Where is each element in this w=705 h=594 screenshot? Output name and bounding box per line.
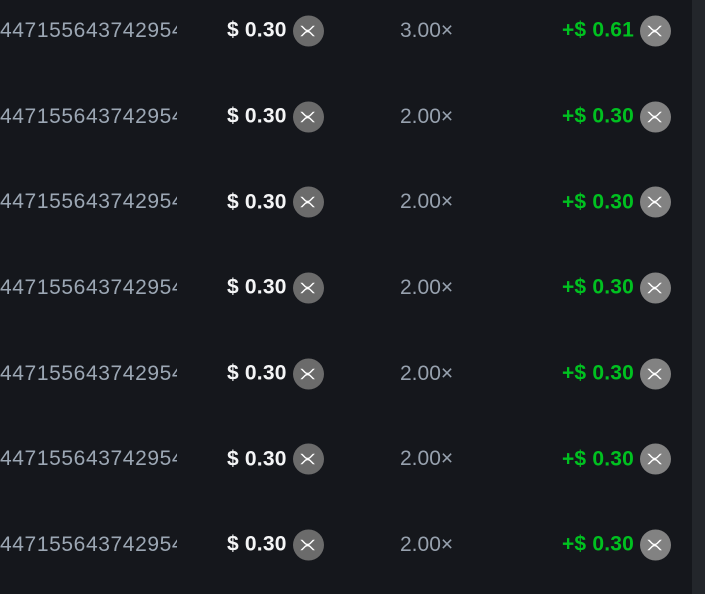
game-id: 447155643742954 <box>0 18 177 42</box>
multiplier: 2.00× <box>400 190 454 214</box>
game-id: 447155643742954 <box>0 532 177 556</box>
bet-history-row[interactable]: 447155643742954 $ 0.30 2.00× +$ 0.30 <box>0 331 705 417</box>
multiplier: 2.00× <box>400 447 454 471</box>
xrp-icon <box>292 529 324 561</box>
bet-history-row[interactable]: 447155643742954 $ 0.30 3.00× +$ 0.61 <box>0 0 705 74</box>
bet-amount-cell: $ 0.30 <box>227 15 324 47</box>
payout-amount: +$ 0.30 <box>561 361 634 385</box>
payout-cell: +$ 0.30 <box>561 358 671 390</box>
scrollbar-track[interactable] <box>692 0 705 594</box>
bet-history-row[interactable]: 447155643742954 $ 0.30 2.00× +$ 0.30 <box>0 502 705 588</box>
payout-amount: +$ 0.30 <box>561 275 634 299</box>
xrp-icon <box>292 358 324 390</box>
bet-history-row[interactable]: 447155643742954 $ 0.30 2.00× +$ 0.30 <box>0 159 705 245</box>
bet-amount: $ 0.30 <box>227 532 287 556</box>
bet-amount-cell: $ 0.30 <box>227 272 324 304</box>
bet-amount-cell: $ 0.30 <box>227 186 324 218</box>
xrp-icon <box>640 15 671 47</box>
payout-cell: +$ 0.30 <box>561 529 671 561</box>
payout-amount: +$ 0.30 <box>561 447 634 471</box>
bet-amount: $ 0.30 <box>227 275 287 299</box>
payout-cell: +$ 0.30 <box>561 272 671 304</box>
bet-amount-cell: $ 0.30 <box>227 443 324 475</box>
xrp-icon <box>640 101 671 133</box>
bet-amount-cell: $ 0.30 <box>227 529 324 561</box>
payout-cell: +$ 0.30 <box>561 101 671 133</box>
xrp-icon <box>640 358 671 390</box>
bet-history-row[interactable]: 447155643742954 $ 0.30 2.00× +$ 0.30 <box>0 74 705 160</box>
bet-history-row[interactable]: 447155643742954 $ 0.30 2.00× +$ 0.30 <box>0 416 705 502</box>
xrp-icon <box>292 272 324 304</box>
multiplier: 3.00× <box>400 18 454 42</box>
xrp-icon <box>292 186 324 218</box>
xrp-icon <box>640 443 671 475</box>
multiplier: 2.00× <box>400 532 454 556</box>
bet-amount: $ 0.30 <box>227 18 287 42</box>
xrp-icon <box>640 272 671 304</box>
bet-amount: $ 0.30 <box>227 190 287 214</box>
multiplier: 2.00× <box>400 104 454 128</box>
payout-cell: +$ 0.30 <box>561 443 671 475</box>
game-id: 447155643742954 <box>0 190 177 214</box>
xrp-icon <box>640 186 671 218</box>
payout-amount: +$ 0.30 <box>561 104 634 128</box>
xrp-icon <box>292 443 324 475</box>
bet-amount: $ 0.30 <box>227 104 287 128</box>
payout-amount: +$ 0.30 <box>561 190 634 214</box>
xrp-icon <box>292 15 324 47</box>
game-id: 447155643742954 <box>0 104 177 128</box>
xrp-icon <box>640 529 671 561</box>
multiplier: 2.00× <box>400 361 454 385</box>
game-id: 447155643742954 <box>0 275 177 299</box>
multiplier: 2.00× <box>400 275 454 299</box>
payout-cell: +$ 0.30 <box>561 186 671 218</box>
bet-amount-cell: $ 0.30 <box>227 101 324 133</box>
bet-amount: $ 0.30 <box>227 447 287 471</box>
xrp-icon <box>292 101 324 133</box>
game-id: 447155643742954 <box>0 361 177 385</box>
bet-history-row[interactable]: 447155643742954 $ 0.30 2.00× +$ 0.30 <box>0 245 705 331</box>
payout-amount: +$ 0.61 <box>561 18 634 42</box>
payout-amount: +$ 0.30 <box>561 532 634 556</box>
game-id: 447155643742954 <box>0 447 177 471</box>
payout-cell: +$ 0.61 <box>561 15 671 47</box>
bet-amount-cell: $ 0.30 <box>227 358 324 390</box>
bet-amount: $ 0.30 <box>227 361 287 385</box>
